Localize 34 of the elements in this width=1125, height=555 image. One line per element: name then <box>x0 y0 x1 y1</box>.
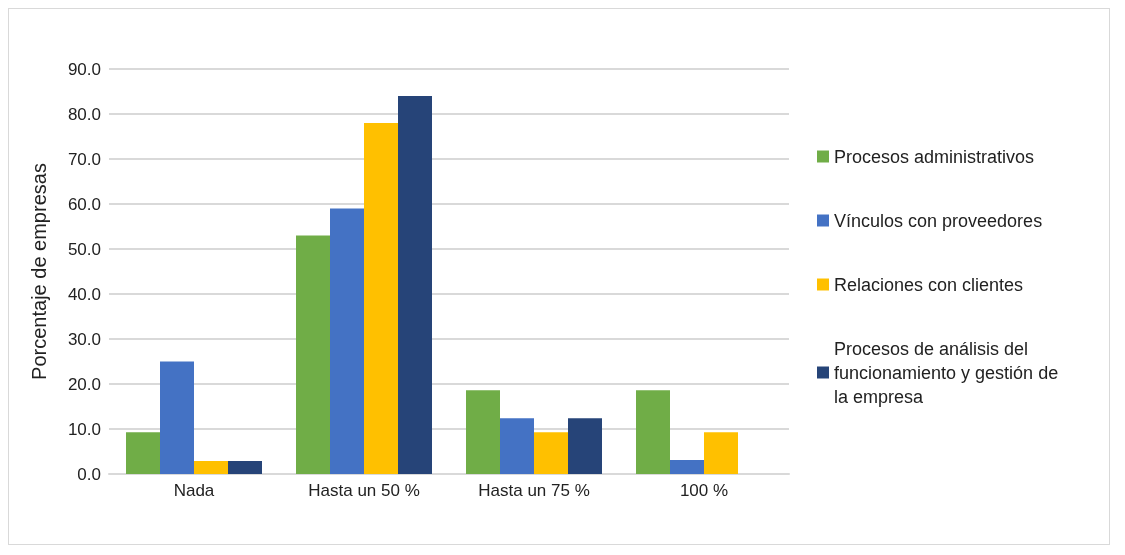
legend-label: Procesos administrativos <box>834 146 1035 167</box>
y-tick-label: 0.0 <box>77 464 101 484</box>
y-tick-label: 60.0 <box>67 194 101 214</box>
y-tick-label: 40.0 <box>67 284 101 304</box>
y-tick-label: 90.0 <box>67 59 101 79</box>
legend-label: Vínculos con proveedores <box>834 210 1043 231</box>
y-tick-label: 50.0 <box>67 239 101 259</box>
y-tick-label: 30.0 <box>67 329 101 349</box>
bar <box>364 123 398 474</box>
bar <box>636 390 670 474</box>
bar <box>228 460 262 474</box>
bar <box>568 418 602 474</box>
bar <box>126 432 160 474</box>
bar <box>194 460 228 474</box>
x-tick-label: 100 % <box>679 481 729 500</box>
y-tick-label: 10.0 <box>67 419 101 439</box>
bar <box>534 432 568 474</box>
bar <box>670 460 704 474</box>
y-tick-label: 80.0 <box>67 104 101 124</box>
x-tick-label: Hasta un 75 % <box>478 481 590 500</box>
x-tick-label: Hasta un 50 % <box>308 481 420 500</box>
bar <box>330 208 364 474</box>
bar <box>704 432 738 474</box>
x-tick-label: Nada <box>173 481 215 500</box>
bar <box>296 235 330 474</box>
y-tick-label: 70.0 <box>67 149 101 169</box>
bar <box>160 361 194 474</box>
bar <box>500 418 534 474</box>
bar <box>466 390 500 474</box>
bar <box>398 96 432 474</box>
y-tick-label: 20.0 <box>67 374 101 394</box>
legend-label: Relaciones con clientes <box>834 274 1024 295</box>
legend-label: Procesos de análisis del funcionamiento y gestión de la empresa <box>834 338 1064 407</box>
y-axis-title: Porcentaje de empresas <box>28 163 50 380</box>
